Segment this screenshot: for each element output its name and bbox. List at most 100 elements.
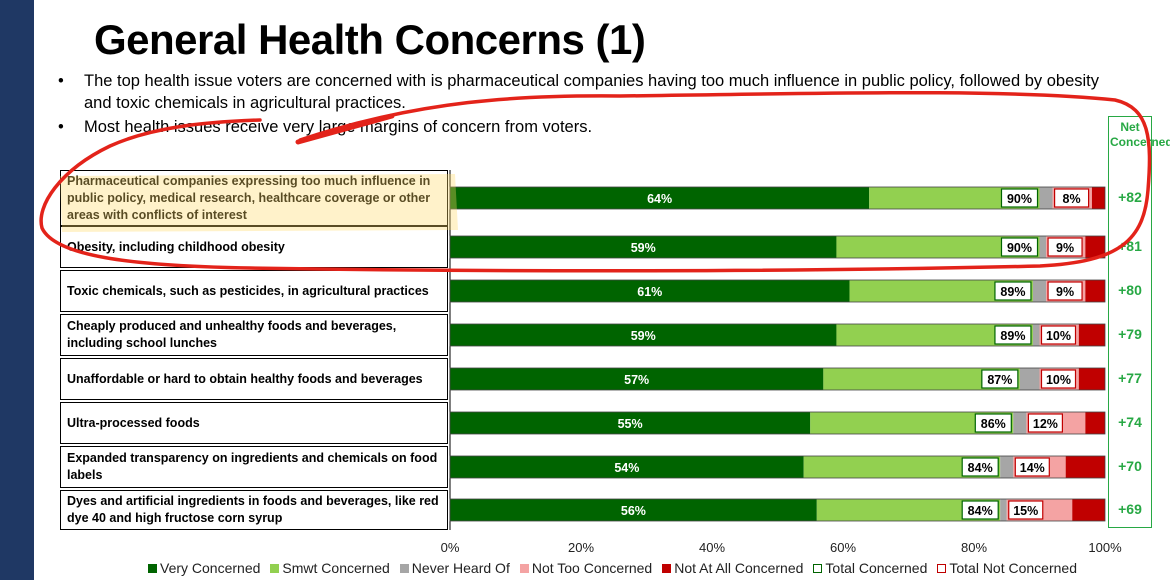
legend-swatch <box>148 563 157 573</box>
never-heard-segment <box>1039 236 1047 258</box>
smwt-concerned-segment <box>803 456 1001 478</box>
legend-label: Very Concerned <box>160 560 261 576</box>
bullet-text: The top health issue voters are concerne… <box>84 72 1099 112</box>
total-not-concerned-box <box>1040 369 1077 389</box>
legend-label: Total Not Concerned <box>949 560 1077 576</box>
total-concerned-value: 87% <box>987 373 1012 387</box>
bar-outline <box>449 498 1106 522</box>
very-concerned-segment <box>450 280 850 302</box>
slide-sidebar <box>0 0 34 580</box>
total-not-concerned-box <box>1008 500 1044 520</box>
legend-swatch <box>937 563 947 573</box>
red-marker-circle <box>39 90 1152 273</box>
not-at-all-segment <box>1085 280 1105 302</box>
legend-item: Not At All Concerned <box>662 560 803 576</box>
net-concerned-value: +69 <box>1118 501 1142 517</box>
legend-swatch <box>519 563 529 573</box>
total-concerned-value: 84% <box>968 461 993 475</box>
not-at-all-segment <box>1072 499 1105 521</box>
bar-outline <box>449 455 1106 479</box>
legend-item: Never Heard Of <box>399 560 510 576</box>
total-not-concerned-value: 10% <box>1046 373 1071 387</box>
legend-item: Total Concerned <box>813 560 927 576</box>
very-concerned-value: 64% <box>647 192 672 206</box>
total-not-concerned-value: 8% <box>1063 192 1081 206</box>
total-not-concerned-box <box>1047 281 1083 301</box>
bullet-dot: • <box>58 72 64 90</box>
legend-swatch <box>813 563 823 573</box>
never-heard-segment <box>1000 456 1014 478</box>
never-heard-segment <box>1000 499 1007 521</box>
total-not-concerned-box <box>1047 237 1083 257</box>
x-tick-label: 100% <box>1088 540 1122 555</box>
very-concerned-segment <box>450 499 817 521</box>
bar-outline <box>449 186 1106 210</box>
bar-outline <box>449 279 1106 303</box>
not-at-all-segment <box>1065 456 1105 478</box>
total-not-concerned-value: 15% <box>1013 504 1038 518</box>
total-concerned-value: 90% <box>1007 192 1032 206</box>
legend-swatch <box>399 563 409 573</box>
legend-swatch <box>662 563 672 573</box>
row-category-label: Dyes and artificial ingredients in foods… <box>60 490 448 530</box>
total-concerned-value: 86% <box>981 417 1006 431</box>
legend-label: Not Too Concerned <box>531 560 653 576</box>
total-not-concerned-value: 9% <box>1056 285 1074 299</box>
very-concerned-segment <box>450 187 870 209</box>
very-concerned-segment <box>450 412 811 434</box>
very-concerned-value: 59% <box>631 241 656 255</box>
very-concerned-segment <box>450 236 837 258</box>
not-at-all-segment <box>1078 324 1105 346</box>
total-concerned-value: 84% <box>968 504 993 518</box>
legend-label: Total Concerned <box>825 560 928 576</box>
total-not-concerned-value: 10% <box>1046 329 1071 343</box>
row-category-label: Pharmaceutical companies expressing too … <box>60 170 448 226</box>
row-category-label: Cheaply produced and unhealthy foods and… <box>60 314 448 356</box>
never-heard-segment <box>1039 187 1053 209</box>
slide-title: General Health Concerns (1) <box>94 16 646 63</box>
net-column-box <box>1108 116 1152 528</box>
net-concerned-value: +77 <box>1118 370 1142 386</box>
never-heard-segment <box>1013 412 1027 434</box>
row-category-label: Unaffordable or hard to obtain healthy f… <box>60 358 448 400</box>
row-category-label: Ultra-processed foods <box>60 402 448 444</box>
smwt-concerned-segment <box>869 187 1040 209</box>
very-concerned-value: 61% <box>637 285 662 299</box>
very-concerned-segment <box>450 456 804 478</box>
bullet-dot: • <box>58 118 64 136</box>
very-concerned-segment <box>450 368 824 390</box>
x-tick-label: 60% <box>830 540 856 555</box>
bar-outline <box>449 411 1106 435</box>
total-concerned-box <box>981 369 1019 389</box>
never-heard-segment <box>1032 280 1047 302</box>
smwt-concerned-segment <box>823 368 1020 390</box>
total-not-concerned-value: 14% <box>1020 461 1045 475</box>
very-concerned-value: 56% <box>621 504 646 518</box>
chart-legend: Very Concerned Smwt Concerned Never Heard … <box>148 560 1087 576</box>
smwt-concerned-segment <box>836 236 1040 258</box>
never-heard-segment <box>1019 368 1040 390</box>
total-concerned-value: 89% <box>1000 329 1025 343</box>
total-concerned-box <box>961 500 999 520</box>
smwt-concerned-segment <box>816 499 1001 521</box>
total-concerned-box <box>994 281 1032 301</box>
very-concerned-segment <box>450 324 837 346</box>
legend-label: Smwt Concerned <box>282 560 390 576</box>
smwt-concerned-segment <box>849 280 1033 302</box>
bar-outline <box>449 235 1106 259</box>
x-tick-label: 20% <box>568 540 594 555</box>
total-concerned-value: 89% <box>1000 285 1025 299</box>
very-concerned-value: 57% <box>624 373 649 387</box>
total-not-concerned-value: 12% <box>1033 417 1058 431</box>
bar-outline <box>449 323 1106 347</box>
net-concerned-value: +82 <box>1118 189 1142 205</box>
very-concerned-value: 55% <box>618 417 643 431</box>
highlighter-mark <box>60 174 458 232</box>
very-concerned-value: 59% <box>631 329 656 343</box>
not-at-all-segment <box>1078 368 1105 390</box>
legend-label: Not At All Concerned <box>674 560 804 576</box>
x-tick-label: 80% <box>961 540 987 555</box>
total-concerned-box <box>961 457 999 477</box>
total-concerned-box <box>1000 188 1039 208</box>
